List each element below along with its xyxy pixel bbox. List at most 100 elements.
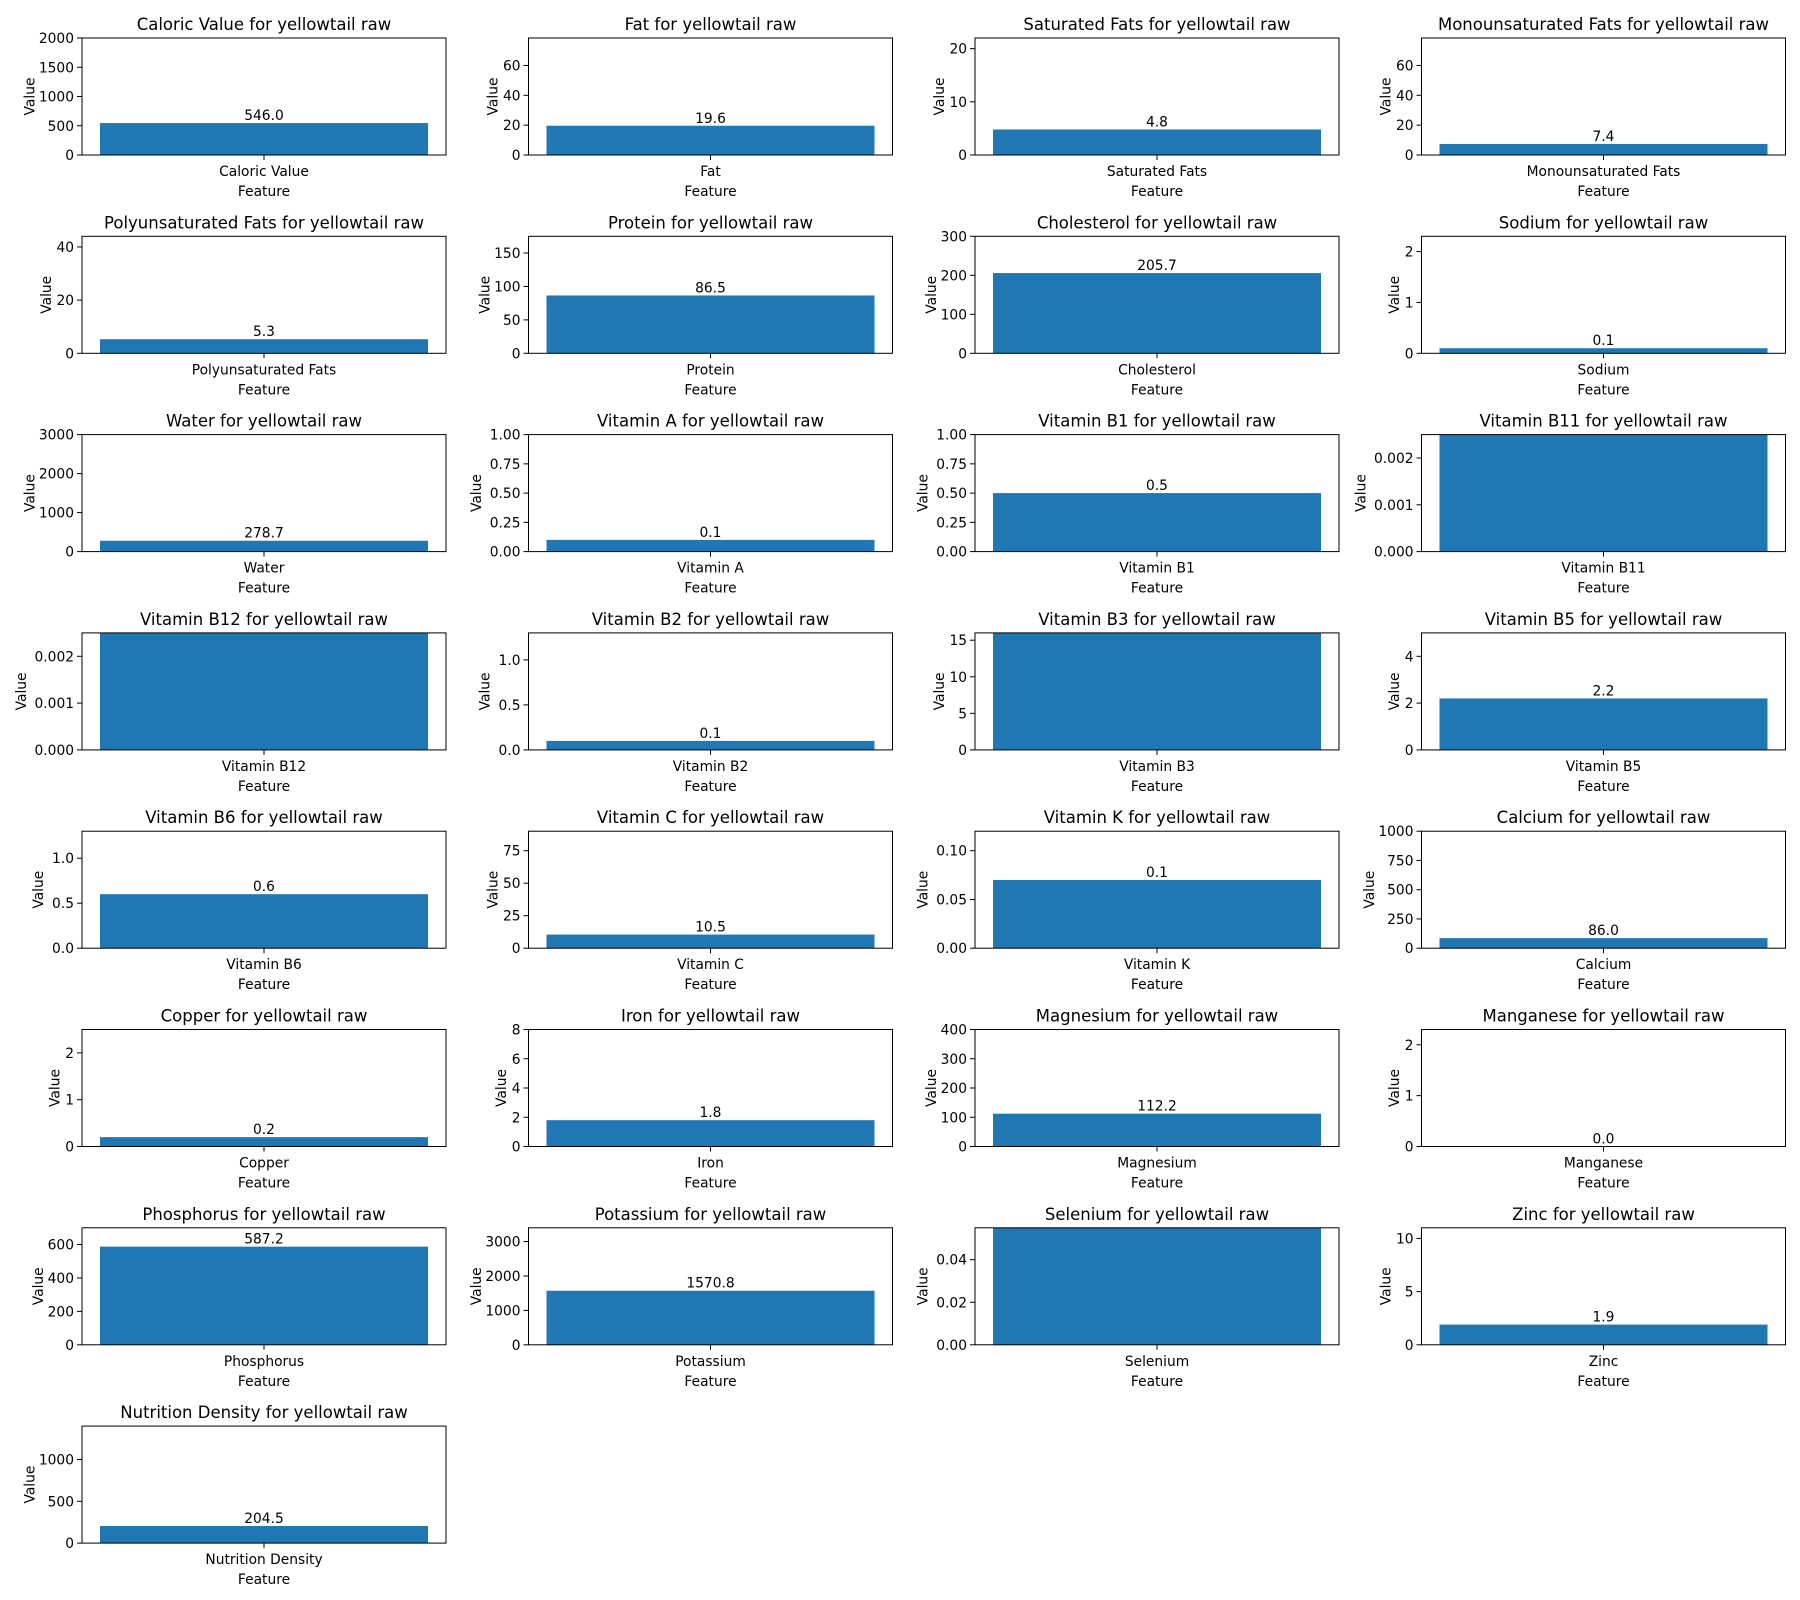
y-tick-label: 0.00 <box>490 545 521 561</box>
subplot-monounsaturated-fats: 0 20 40 60 Monounsaturated Fats Feature Value M… <box>1379 15 1786 200</box>
y-tick-label: 0 <box>958 1140 967 1156</box>
y-tick-label: 2 <box>1405 696 1414 712</box>
y-axis-label: Value <box>1387 1069 1403 1107</box>
y-tick-label: 6 <box>512 1052 521 1068</box>
y-tick-label: 0 <box>1405 1140 1414 1156</box>
bar <box>100 1246 428 1345</box>
y-tick-label: 5 <box>1405 1285 1414 1301</box>
y-tick-label: 25 <box>503 909 521 925</box>
subplot-selenium: 0.00 0.02 0.04 Selenium Feature Value Selenium… <box>915 1205 1340 1390</box>
x-axis-label: Feature <box>1577 184 1629 200</box>
bar <box>993 493 1321 552</box>
data-label: 86.0 <box>1588 923 1619 939</box>
x-axis-label: Feature <box>684 581 736 597</box>
x-tick-label: Vitamin B6 <box>226 957 301 973</box>
y-tick-label: 5 <box>958 706 967 722</box>
y-tick-label: 0.002 <box>1374 451 1414 467</box>
y-tick-label: 0.0 <box>52 941 74 957</box>
y-tick-label: 50 <box>503 313 521 329</box>
y-tick-label: 8 <box>512 1023 521 1039</box>
x-tick-label: Sodium <box>1578 362 1630 378</box>
y-tick-label: 20 <box>503 118 521 134</box>
y-tick-label: 0 <box>512 346 521 362</box>
subplot-title: Nutrition Density for yellowtail raw <box>120 1403 407 1422</box>
bar <box>993 1113 1321 1147</box>
bar <box>1439 1324 1768 1345</box>
x-axis-label: Feature <box>684 779 736 795</box>
x-tick-label: Vitamin B2 <box>673 759 748 775</box>
x-axis-label: Feature <box>1577 1374 1629 1390</box>
subplot-title: Water for yellowtail raw <box>166 412 362 431</box>
bar <box>100 123 428 155</box>
y-tick-label: 40 <box>56 240 74 256</box>
subplot-title: Vitamin B2 for yellowtail raw <box>592 610 830 629</box>
y-tick-label: 1 <box>1405 295 1414 311</box>
y-axis-label: Value <box>477 276 493 314</box>
subplot-title: Vitamin B11 for yellowtail raw <box>1480 412 1728 431</box>
x-tick-label: Vitamin B12 <box>222 759 306 775</box>
y-axis-label: Value <box>924 276 940 314</box>
y-axis-label: Value <box>486 871 502 909</box>
subplot-water: 0 1000 2000 3000 Water Feature Value Water for … <box>22 412 447 597</box>
x-tick-label: Polyunsaturated Fats <box>192 362 336 378</box>
subplot-vitamin-a: 0.00 0.25 0.50 0.75 1.00 Vitamin A Feature Valu… <box>469 412 893 597</box>
y-axis-label: Value <box>924 1069 940 1107</box>
bar <box>993 879 1321 949</box>
x-axis-label: Feature <box>1131 977 1183 993</box>
y-tick-label: 0 <box>65 545 74 561</box>
y-tick-label: 0 <box>512 1338 521 1354</box>
y-tick-label: 0.000 <box>1374 545 1414 561</box>
y-tick-label: 0 <box>1405 346 1414 362</box>
y-tick-label: 1.0 <box>52 851 74 867</box>
subplot-title: Monounsaturated Fats for yellowtail raw <box>1438 15 1769 34</box>
x-tick-label: Vitamin B5 <box>1566 759 1641 775</box>
data-label: 278.7 <box>244 526 284 542</box>
y-tick-label: 200 <box>941 268 967 284</box>
x-tick-label: Selenium <box>1125 1354 1189 1370</box>
bar <box>546 1120 875 1147</box>
x-tick-label: Monounsaturated Fats <box>1527 164 1681 180</box>
y-tick-label: 250 <box>1387 912 1413 928</box>
subplot-title: Vitamin B12 for yellowtail raw <box>140 610 388 629</box>
y-tick-label: 1.00 <box>936 428 967 444</box>
x-axis-label: Feature <box>1131 581 1183 597</box>
y-tick-label: 1.00 <box>490 428 521 444</box>
x-tick-label: Protein <box>686 362 734 378</box>
y-tick-label: 2000 <box>39 467 74 483</box>
y-tick-label: 1000 <box>485 1303 520 1319</box>
y-tick-label: 0 <box>65 346 74 362</box>
subplot-title: Vitamin B3 for yellowtail raw <box>1038 610 1276 629</box>
data-label: 5.3 <box>253 324 275 340</box>
x-axis-label: Feature <box>238 779 290 795</box>
data-label: 205.7 <box>1137 258 1177 274</box>
data-label: 0.1 <box>700 726 722 742</box>
y-axis-label: Value <box>932 78 948 116</box>
bar <box>546 539 875 552</box>
data-label: 10.5 <box>695 920 726 936</box>
subplot-title: Selenium for yellowtail raw <box>1045 1205 1269 1224</box>
subplot-vitamin-b2: 0.0 0.5 1.0 Vitamin B2 Feature Value Vitamin B… <box>477 610 893 795</box>
x-axis-label: Feature <box>684 184 736 200</box>
x-axis-label: Feature <box>684 1374 736 1390</box>
y-tick-label: 300 <box>941 229 967 245</box>
bar <box>100 894 428 949</box>
subplot-polyunsaturated-fats: 0 20 40 Polyunsaturated Fats Feature Value Pol… <box>39 213 447 398</box>
x-tick-label: Copper <box>239 1156 289 1172</box>
x-tick-label: Cholesterol <box>1118 362 1196 378</box>
y-tick-label: 500 <box>1387 883 1413 899</box>
subplot-title: Copper for yellowtail raw <box>161 1007 368 1026</box>
bar <box>993 1227 1321 1345</box>
y-tick-label: 40 <box>1396 88 1414 104</box>
y-tick-label: 1 <box>65 1093 74 1109</box>
data-label: 546.0 <box>244 108 284 124</box>
x-axis-label: Feature <box>1131 1176 1183 1192</box>
y-tick-label: 100 <box>941 307 967 323</box>
y-tick-label: 2000 <box>485 1269 520 1285</box>
y-tick-label: 2 <box>512 1110 521 1126</box>
y-axis-label: Value <box>1362 871 1378 909</box>
y-tick-label: 60 <box>503 58 521 74</box>
y-tick-label: 0 <box>958 346 967 362</box>
x-tick-label: Manganese <box>1564 1156 1643 1172</box>
y-tick-label: 0 <box>1405 743 1414 759</box>
